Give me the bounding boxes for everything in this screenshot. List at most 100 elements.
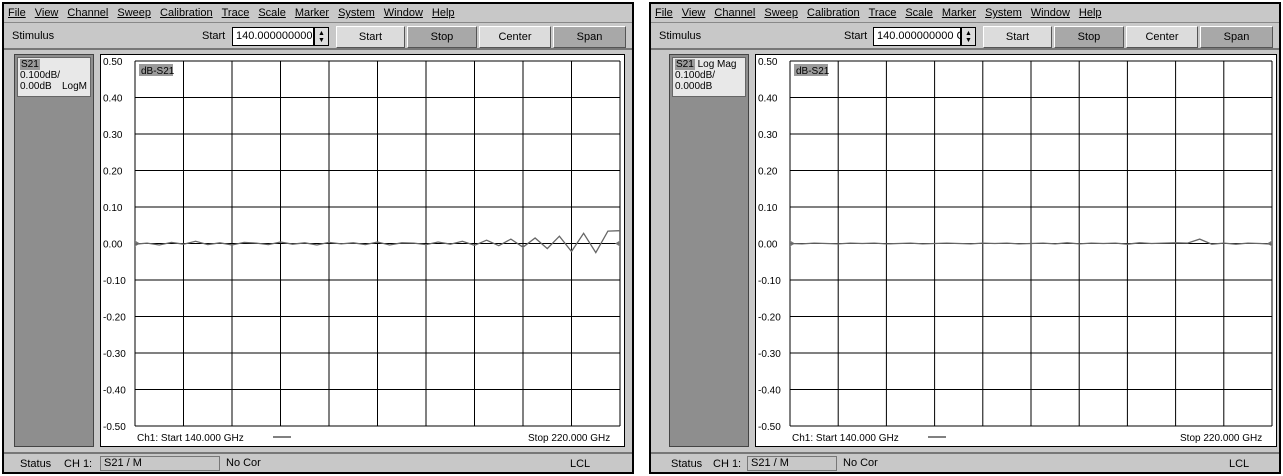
trace-s21-line <box>134 230 621 254</box>
spin-up-icon[interactable]: ▲ <box>318 29 325 37</box>
lcl-indicator: LCL <box>1229 458 1250 470</box>
sweep-start-label: Ch1: Start 140.000 GHz <box>792 433 899 444</box>
y-tick-label: 0.10 <box>758 203 778 214</box>
stimulus-toolbar: Stimulus Start 140.000000000 GH: ▲▼ Star… <box>4 22 632 50</box>
status-bar: Status CH 1: S21 / M No Cor LCL <box>651 452 1279 472</box>
sweep-stop-label: Stop 220.000 GHz <box>1180 433 1262 444</box>
y-tick-label: 0.10 <box>103 203 123 214</box>
trace-tag-background <box>794 64 828 76</box>
trace-name: S21 <box>675 59 695 70</box>
y-tick-labels: 0.50 0.40 0.30 0.20 0.10 0.00 -0.10 -0.20 -0.30 -… <box>758 57 781 433</box>
stop-button[interactable]: Stop <box>1054 26 1124 48</box>
trace-plot: 0.50 0.40 0.30 0.20 0.10 0.00 -0.10 -0.20 -0.30 -… <box>100 54 625 447</box>
menu-trace[interactable]: Trace <box>221 7 250 19</box>
menu-window[interactable]: Window <box>383 7 423 19</box>
start-field-label: Start <box>844 30 868 42</box>
menu-sweep[interactable]: Sweep <box>117 7 152 19</box>
status-label: Status <box>20 458 52 470</box>
trace-info-box[interactable]: S21 Log Mag 0.100dB/ 0.000dB <box>672 57 746 97</box>
plot-grid <box>789 60 1273 427</box>
y-tick-label: -0.10 <box>758 276 781 287</box>
y-tick-label: -0.30 <box>103 349 126 360</box>
y-tick-label: -0.50 <box>103 422 126 433</box>
start-frequency-input[interactable]: 140.000000000 GH: <box>232 27 314 46</box>
menu-calibration[interactable]: Calibration <box>160 7 213 19</box>
menu-view[interactable]: View <box>681 7 706 19</box>
start-button[interactable]: Start <box>983 26 1052 48</box>
menu-window[interactable]: Window <box>1030 7 1070 19</box>
start-button[interactable]: Start <box>336 26 405 48</box>
center-button[interactable]: Center <box>1126 26 1198 48</box>
status-bar: Status CH 1: S21 / M No Cor LCL <box>4 452 632 472</box>
menu-channel[interactable]: Channel <box>714 7 756 19</box>
y-tick-labels: 0.50 0.40 0.30 0.20 0.10 0.00 -0.10 -0.20 -0.30 -… <box>103 57 126 433</box>
left-analyzer-window: File View Channel Sweep Calibration Trac… <box>2 2 634 474</box>
menu-view[interactable]: View <box>34 7 59 19</box>
menu-sweep[interactable]: Sweep <box>764 7 799 19</box>
y-tick-label: -0.40 <box>758 386 781 397</box>
trace-tag-label: dB-S21 <box>141 66 175 77</box>
measurement-param: S21 / M <box>100 456 220 471</box>
y-tick-label: 0.50 <box>758 57 778 68</box>
trace-format: LogM <box>61 81 87 92</box>
y-tick-label: 0.00 <box>103 240 123 251</box>
trace-format: Log Mag <box>697 59 737 70</box>
trace-name: S21 <box>20 59 40 70</box>
menu-scale[interactable]: Scale <box>905 7 933 19</box>
y-tick-label: 0.00 <box>758 240 778 251</box>
plot-svg: 0.50 0.40 0.30 0.20 0.10 0.00 -0.10 -0.20 -0.30 -… <box>103 57 621 444</box>
menu-bar: File View Channel Sweep Calibration Trac… <box>4 4 632 22</box>
menu-file[interactable]: File <box>655 7 673 19</box>
menu-channel[interactable]: Channel <box>67 7 109 19</box>
stop-button[interactable]: Stop <box>407 26 477 48</box>
menu-file[interactable]: File <box>8 7 26 19</box>
trace-plot: 0.50 0.40 0.30 0.20 0.10 0.00 -0.10 -0.20 -0.30 -… <box>755 54 1277 447</box>
lcl-indicator: LCL <box>570 458 591 470</box>
center-button[interactable]: Center <box>479 26 551 48</box>
trace-scale: 0.100dB/ <box>20 70 61 81</box>
span-button[interactable]: Span <box>553 26 626 48</box>
y-tick-label: 0.20 <box>103 167 123 178</box>
reference-marker-right <box>615 240 620 247</box>
menu-calibration[interactable]: Calibration <box>807 7 860 19</box>
channel-label: CH 1: <box>713 458 742 470</box>
y-tick-label: 0.20 <box>758 167 778 178</box>
menu-help[interactable]: Help <box>1078 7 1102 19</box>
trace-scale: 0.100dB/ <box>675 70 716 81</box>
plot-svg: 0.50 0.40 0.30 0.20 0.10 0.00 -0.10 -0.20 -0.30 -… <box>758 57 1273 444</box>
sweep-start-label: Ch1: Start 140.000 GHz <box>137 433 244 444</box>
stimulus-label: Stimulus <box>659 30 702 42</box>
menu-marker[interactable]: Marker <box>941 7 977 19</box>
y-tick-label: 0.30 <box>758 130 778 141</box>
y-tick-label: -0.10 <box>103 276 126 287</box>
correction-status: No Cor <box>839 456 999 471</box>
trace-panel: S21 0.100dB/ 0.00dB LogM <box>14 54 94 447</box>
menu-system[interactable]: System <box>985 7 1022 19</box>
start-spin-button[interactable]: ▲ ▼ <box>314 27 329 46</box>
right-analyzer-window: File View Channel Sweep Calibration Trac… <box>649 2 1281 474</box>
trace-reference: 0.00dB <box>20 81 52 92</box>
plot-grid <box>134 60 621 427</box>
spin-down-icon[interactable]: ▼ <box>965 36 972 44</box>
y-tick-label: -0.20 <box>103 313 126 324</box>
measurement-param: S21 / M <box>747 456 837 471</box>
y-tick-label: -0.50 <box>758 422 781 433</box>
menu-help[interactable]: Help <box>431 7 455 19</box>
sweep-stop-label: Stop 220.000 GHz <box>528 433 610 444</box>
trace-s21-line <box>789 238 1273 245</box>
menu-trace[interactable]: Trace <box>868 7 897 19</box>
start-spin-button[interactable]: ▲ ▼ <box>961 27 976 46</box>
menu-bar: File View Channel Sweep Calibration Trac… <box>651 4 1279 22</box>
trace-info-box[interactable]: S21 0.100dB/ 0.00dB LogM <box>17 57 91 97</box>
span-button[interactable]: Span <box>1200 26 1273 48</box>
stimulus-label: Stimulus <box>12 30 55 42</box>
menu-marker[interactable]: Marker <box>294 7 330 19</box>
trace-reference: 0.000dB <box>675 81 713 92</box>
trace-tag-background <box>139 64 173 76</box>
menu-system[interactable]: System <box>338 7 375 19</box>
start-frequency-input[interactable]: 140.000000000 GH: <box>873 27 961 46</box>
menu-scale[interactable]: Scale <box>258 7 286 19</box>
spin-up-icon[interactable]: ▲ <box>965 29 972 37</box>
spin-down-icon[interactable]: ▼ <box>318 36 325 44</box>
stimulus-toolbar: Stimulus Start 140.000000000 GH: ▲▼ Star… <box>651 22 1279 50</box>
